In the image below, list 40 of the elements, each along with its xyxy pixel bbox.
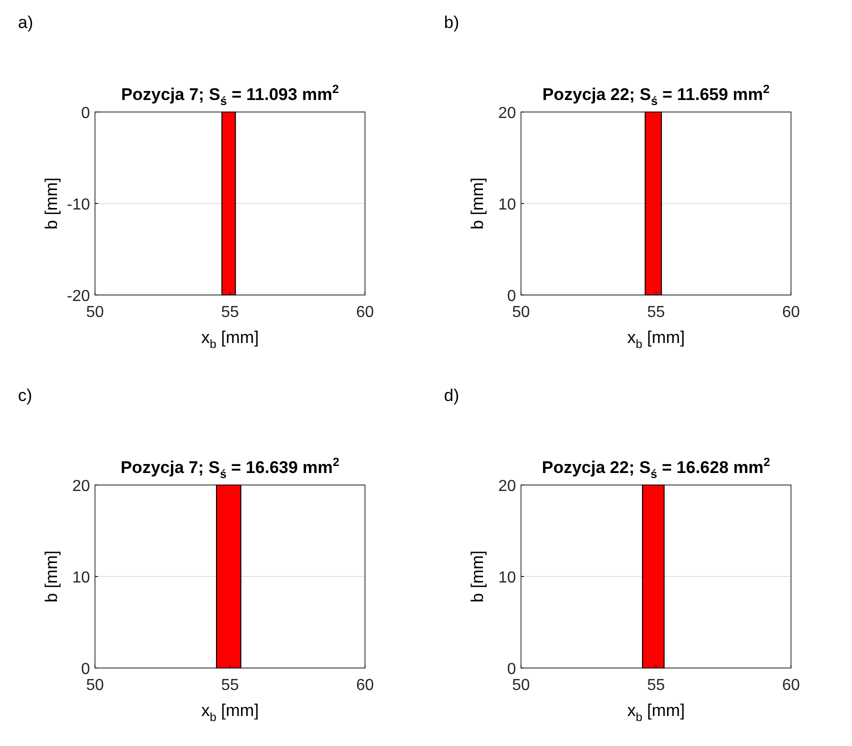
y-tick-label: 10	[498, 196, 516, 214]
x-tick-label: 55	[221, 304, 239, 321]
chart-title: Pozycja 22; S$_{ś}$ = 11.659 mm$^{2}$	[542, 82, 770, 108]
y-tick-label: 0	[507, 661, 516, 678]
y-tick-label: 20	[72, 478, 90, 495]
x-axis-title: x$_{b}$ [mm]	[201, 328, 259, 352]
x-tick-label: 50	[512, 304, 530, 321]
chart-title: Pozycja 7; S$_{ś}$ = 16.639 mm$^{2}$	[120, 455, 340, 482]
x-axis-title: x$_{b}$ [mm]	[627, 328, 685, 352]
y-axis-title: b [mm]	[468, 550, 487, 602]
y-axis-title: b [mm]	[468, 178, 487, 230]
x-tick-label: 55	[221, 677, 239, 694]
chart-title: Pozycja 7; S$_{ś}$ = 11.093 mm$^{2}$	[121, 82, 340, 108]
x-axis-title: x$_{b}$ [mm]	[201, 701, 259, 724]
text: a)	[18, 13, 34, 32]
text: c)	[18, 386, 32, 405]
x-tick-label: 60	[356, 677, 374, 694]
x-tick-label: 55	[647, 677, 665, 694]
x-tick-label: 60	[782, 304, 800, 321]
x-tick-label: 60	[782, 677, 800, 694]
y-tick-label: 0	[81, 105, 90, 122]
y-tick-label: 10	[498, 570, 516, 586]
x-tick-label: 55	[647, 304, 665, 321]
y-tick-label: 0	[507, 288, 516, 305]
y-axis-title: b [mm]	[42, 550, 61, 602]
y-tick-label: 10	[72, 570, 90, 586]
chart-title: Pozycja 22; S$_{ś}$ = 16.628 mm$^{2}$	[542, 455, 770, 482]
x-tick-label: 50	[512, 677, 530, 694]
x-axis-title: x$_{b}$ [mm]	[627, 701, 685, 724]
x-tick-label: 50	[86, 677, 104, 694]
text: d)	[444, 386, 460, 405]
y-tick-label: -20	[66, 288, 90, 305]
text: b)	[444, 13, 460, 32]
y-tick-label: 20	[498, 105, 516, 122]
y-axis-title: b [mm]	[42, 178, 61, 230]
x-tick-label: 50	[86, 304, 104, 321]
y-tick-label: 20	[498, 478, 516, 495]
y-tick-label: 0	[81, 661, 90, 678]
y-tick-label: -10	[66, 196, 90, 214]
x-tick-label: 60	[356, 304, 374, 321]
